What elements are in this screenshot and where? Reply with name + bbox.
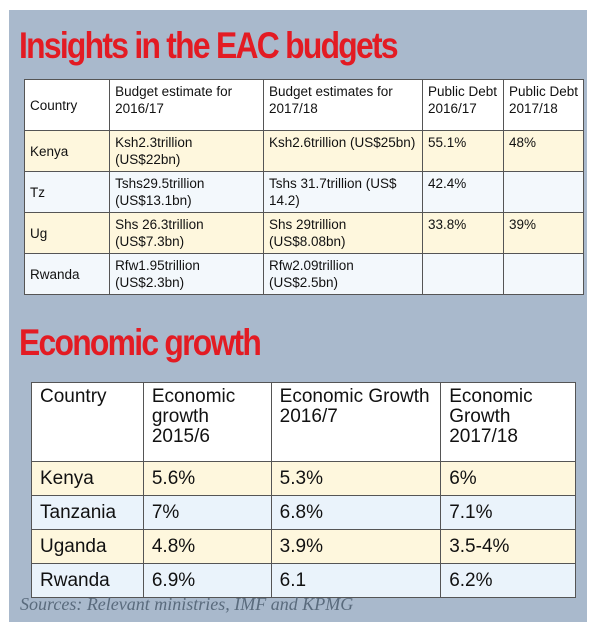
budget-2016-17-cell: Ksh2.3trillion (US$22bn) xyxy=(109,130,264,172)
debt-2016-17-cell: 42.4% xyxy=(421,171,504,213)
budget-2016-17-cell: Shs 26.3trillion (US$7.3bn) xyxy=(109,212,264,254)
budget-2017-18-cell: Ksh2.6trillion (US$25bn) xyxy=(262,130,423,172)
header-debt-2017-18: Public Debt 2017/18 xyxy=(502,79,585,131)
header-country: Country xyxy=(23,79,111,131)
table-row: Ug Shs 26.3trillion (US$7.3bn) Shs 29tri… xyxy=(23,212,585,254)
growth-2016-7-cell: 5.3% xyxy=(270,461,442,496)
budgets-title: Insights in the EAC budgets xyxy=(19,25,399,66)
debt-2017-18-cell xyxy=(502,253,585,295)
header-growth-2016-7: Economic Growth 2016/7 xyxy=(270,382,442,462)
table-row: Kenya Ksh2.3trillion (US$22bn) Ksh2.6tri… xyxy=(23,130,585,172)
country-cell: Kenya xyxy=(31,461,144,496)
country-cell: Tanzania xyxy=(31,495,144,530)
table-row: Tanzania 7% 6.8% 7.1% xyxy=(31,495,576,530)
debt-2016-17-cell xyxy=(421,253,504,295)
country-cell: Rwanda xyxy=(23,253,111,295)
growth-2016-7-cell: 6.8% xyxy=(270,495,442,530)
header-country: Country xyxy=(31,382,144,462)
sources-note: Sources: Relevant ministries, IMF and KP… xyxy=(20,594,354,614)
debt-2016-17-cell: 33.8% xyxy=(421,212,504,254)
table-row: Tz Tshs29.5trillion (US$13.1bn) Tshs 31.… xyxy=(23,171,585,213)
budget-2017-18-cell: Rfw2.09trillion (US$2.5bn) xyxy=(262,253,423,295)
budget-2017-18-cell: Shs 29trillion (US$8.08bn) xyxy=(262,212,423,254)
growth-2016-7-cell: 3.9% xyxy=(270,529,442,564)
budget-2017-18-cell: Tshs 31.7trillion (US$ 14.2) xyxy=(262,171,423,213)
budgets-header-row: Country Budget estimate for 2016/17 Budg… xyxy=(23,79,585,131)
growth-table: Country Economic growth 2015/6 Economic … xyxy=(31,382,576,598)
header-debt-2016-17: Public Debt 2016/17 xyxy=(421,79,504,131)
table-row: Uganda 4.8% 3.9% 3.5-4% xyxy=(31,529,576,564)
country-cell: Tz xyxy=(23,171,111,213)
debt-2017-18-cell: 48% xyxy=(502,130,585,172)
infographic-panel: Insights in the EAC budgets Country Budg… xyxy=(9,10,587,622)
growth-2016-7-cell: 6.1 xyxy=(270,563,442,598)
growth-2015-6-cell: 6.9% xyxy=(142,563,272,598)
growth-2017-18-cell: 6.2% xyxy=(440,563,576,598)
growth-2015-6-cell: 7% xyxy=(142,495,272,530)
growth-2015-6-cell: 4.8% xyxy=(142,529,272,564)
header-budget-2016-17: Budget estimate for 2016/17 xyxy=(109,79,264,131)
growth-2017-18-cell: 6% xyxy=(440,461,576,496)
debt-2017-18-cell: 39% xyxy=(502,212,585,254)
growth-header-row: Country Economic growth 2015/6 Economic … xyxy=(31,382,576,462)
growth-title: Economic growth xyxy=(19,322,262,363)
budgets-table: Country Budget estimate for 2016/17 Budg… xyxy=(23,79,585,295)
country-cell: Uganda xyxy=(31,529,144,564)
country-cell: Ug xyxy=(23,212,111,254)
growth-2017-18-cell: 3.5-4% xyxy=(440,529,576,564)
budget-2016-17-cell: Tshs29.5trillion (US$13.1bn) xyxy=(109,171,264,213)
table-row: Kenya 5.6% 5.3% 6% xyxy=(31,461,576,496)
country-cell: Rwanda xyxy=(31,563,144,598)
table-row: Rwanda 6.9% 6.1 6.2% xyxy=(31,563,576,598)
debt-2017-18-cell xyxy=(502,171,585,213)
header-growth-2017-18: Economic Growth 2017/18 xyxy=(440,382,576,462)
header-budget-2017-18: Budget estimates for 2017/18 xyxy=(262,79,423,131)
country-cell: Kenya xyxy=(23,130,111,172)
table-row: Rwanda Rfw1.95trillion (US$2.3bn) Rfw2.0… xyxy=(23,253,585,295)
debt-2016-17-cell: 55.1% xyxy=(421,130,504,172)
growth-2015-6-cell: 5.6% xyxy=(142,461,272,496)
growth-2017-18-cell: 7.1% xyxy=(440,495,576,530)
header-growth-2015-6: Economic growth 2015/6 xyxy=(142,382,272,462)
budget-2016-17-cell: Rfw1.95trillion (US$2.3bn) xyxy=(109,253,264,295)
